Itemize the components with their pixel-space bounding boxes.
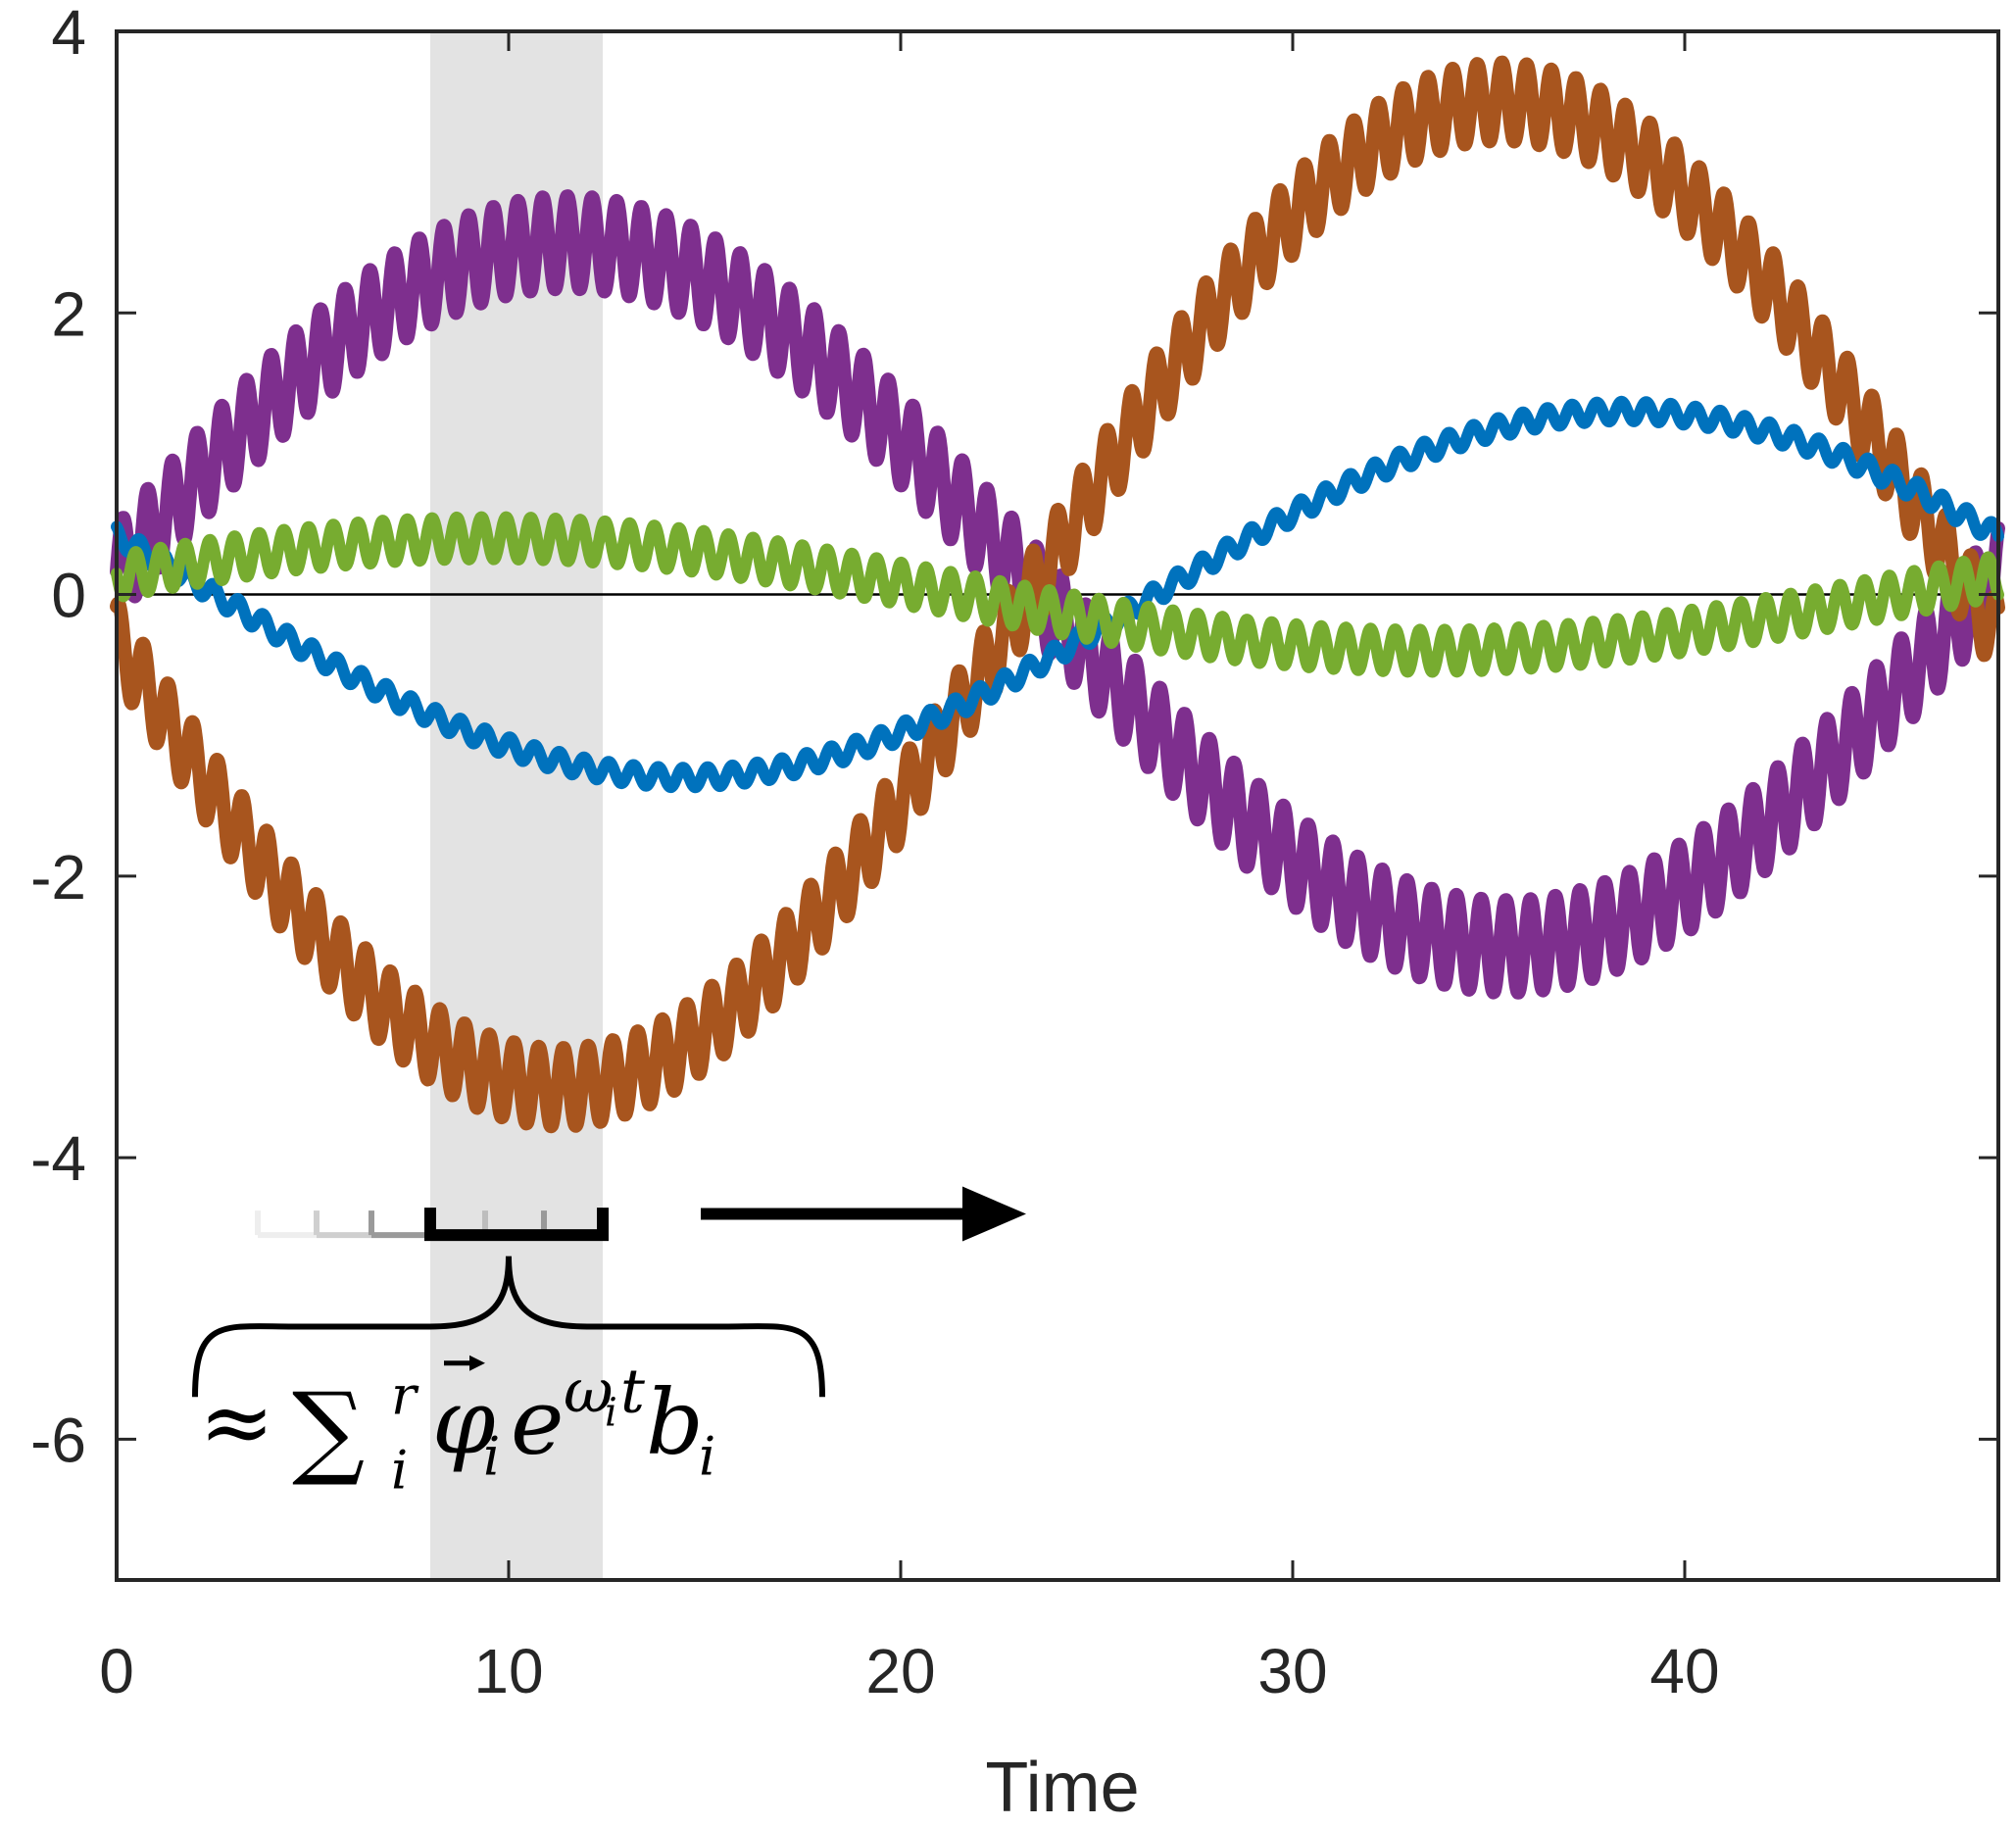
x-axis-title: Time [985, 1749, 1139, 1826]
y-tick-label: -4 [30, 1123, 86, 1194]
formula-phi: φ [432, 1370, 496, 1475]
arrow-right-icon [962, 1186, 1026, 1242]
formula-exp-base: e [511, 1370, 564, 1475]
axis-ticks [117, 31, 1998, 1580]
purple-signal-line [110, 189, 2005, 1000]
y-tick-label: 0 [51, 561, 86, 631]
y-tick-label: 2 [51, 278, 86, 349]
x-tick-label: 40 [1649, 1636, 1719, 1706]
x-tick-label: 30 [1257, 1636, 1327, 1706]
x-tick-label: 20 [865, 1636, 935, 1706]
y-tick-label: -2 [30, 842, 86, 913]
formula-b: b [646, 1370, 704, 1475]
window-bracket [424, 1208, 609, 1242]
blue-signal-line [111, 395, 2004, 794]
formula-phi-subscript: i [483, 1426, 500, 1488]
formula-sum-symbol: ∑ [292, 1370, 365, 1490]
annotations [192, 1186, 1026, 1398]
x-tick-label: 0 [99, 1636, 134, 1706]
formula-sum-lower: i [391, 1440, 408, 1502]
formula-approx-symbol: ≈ [199, 1370, 274, 1475]
x-tick-label: 10 [473, 1636, 543, 1706]
y-tick-labels: 4 2 0 -2 -4 -6 [30, 0, 86, 1475]
y-tick-label: 4 [51, 0, 86, 68]
curly-brace [192, 1256, 825, 1398]
green-signal-line [111, 511, 2004, 678]
formula-time: t [620, 1356, 645, 1427]
formula-omega: ω [564, 1356, 614, 1427]
formula-b-subscript: i [699, 1426, 715, 1488]
y-tick-label: -6 [30, 1405, 86, 1475]
orange-signal-line [110, 55, 2005, 1134]
vector-arrow-icon [444, 1355, 485, 1371]
series-group [110, 55, 2005, 1134]
formula-annotation: ≈ ∑ r i φ i e ω i t b i [199, 1355, 715, 1502]
plot-frame [115, 29, 2000, 1582]
x-tick-labels: 0 10 20 30 40 [99, 1636, 1719, 1706]
formula-omega-subscript: i [605, 1391, 617, 1436]
formula-sum-upper: r [391, 1365, 419, 1427]
